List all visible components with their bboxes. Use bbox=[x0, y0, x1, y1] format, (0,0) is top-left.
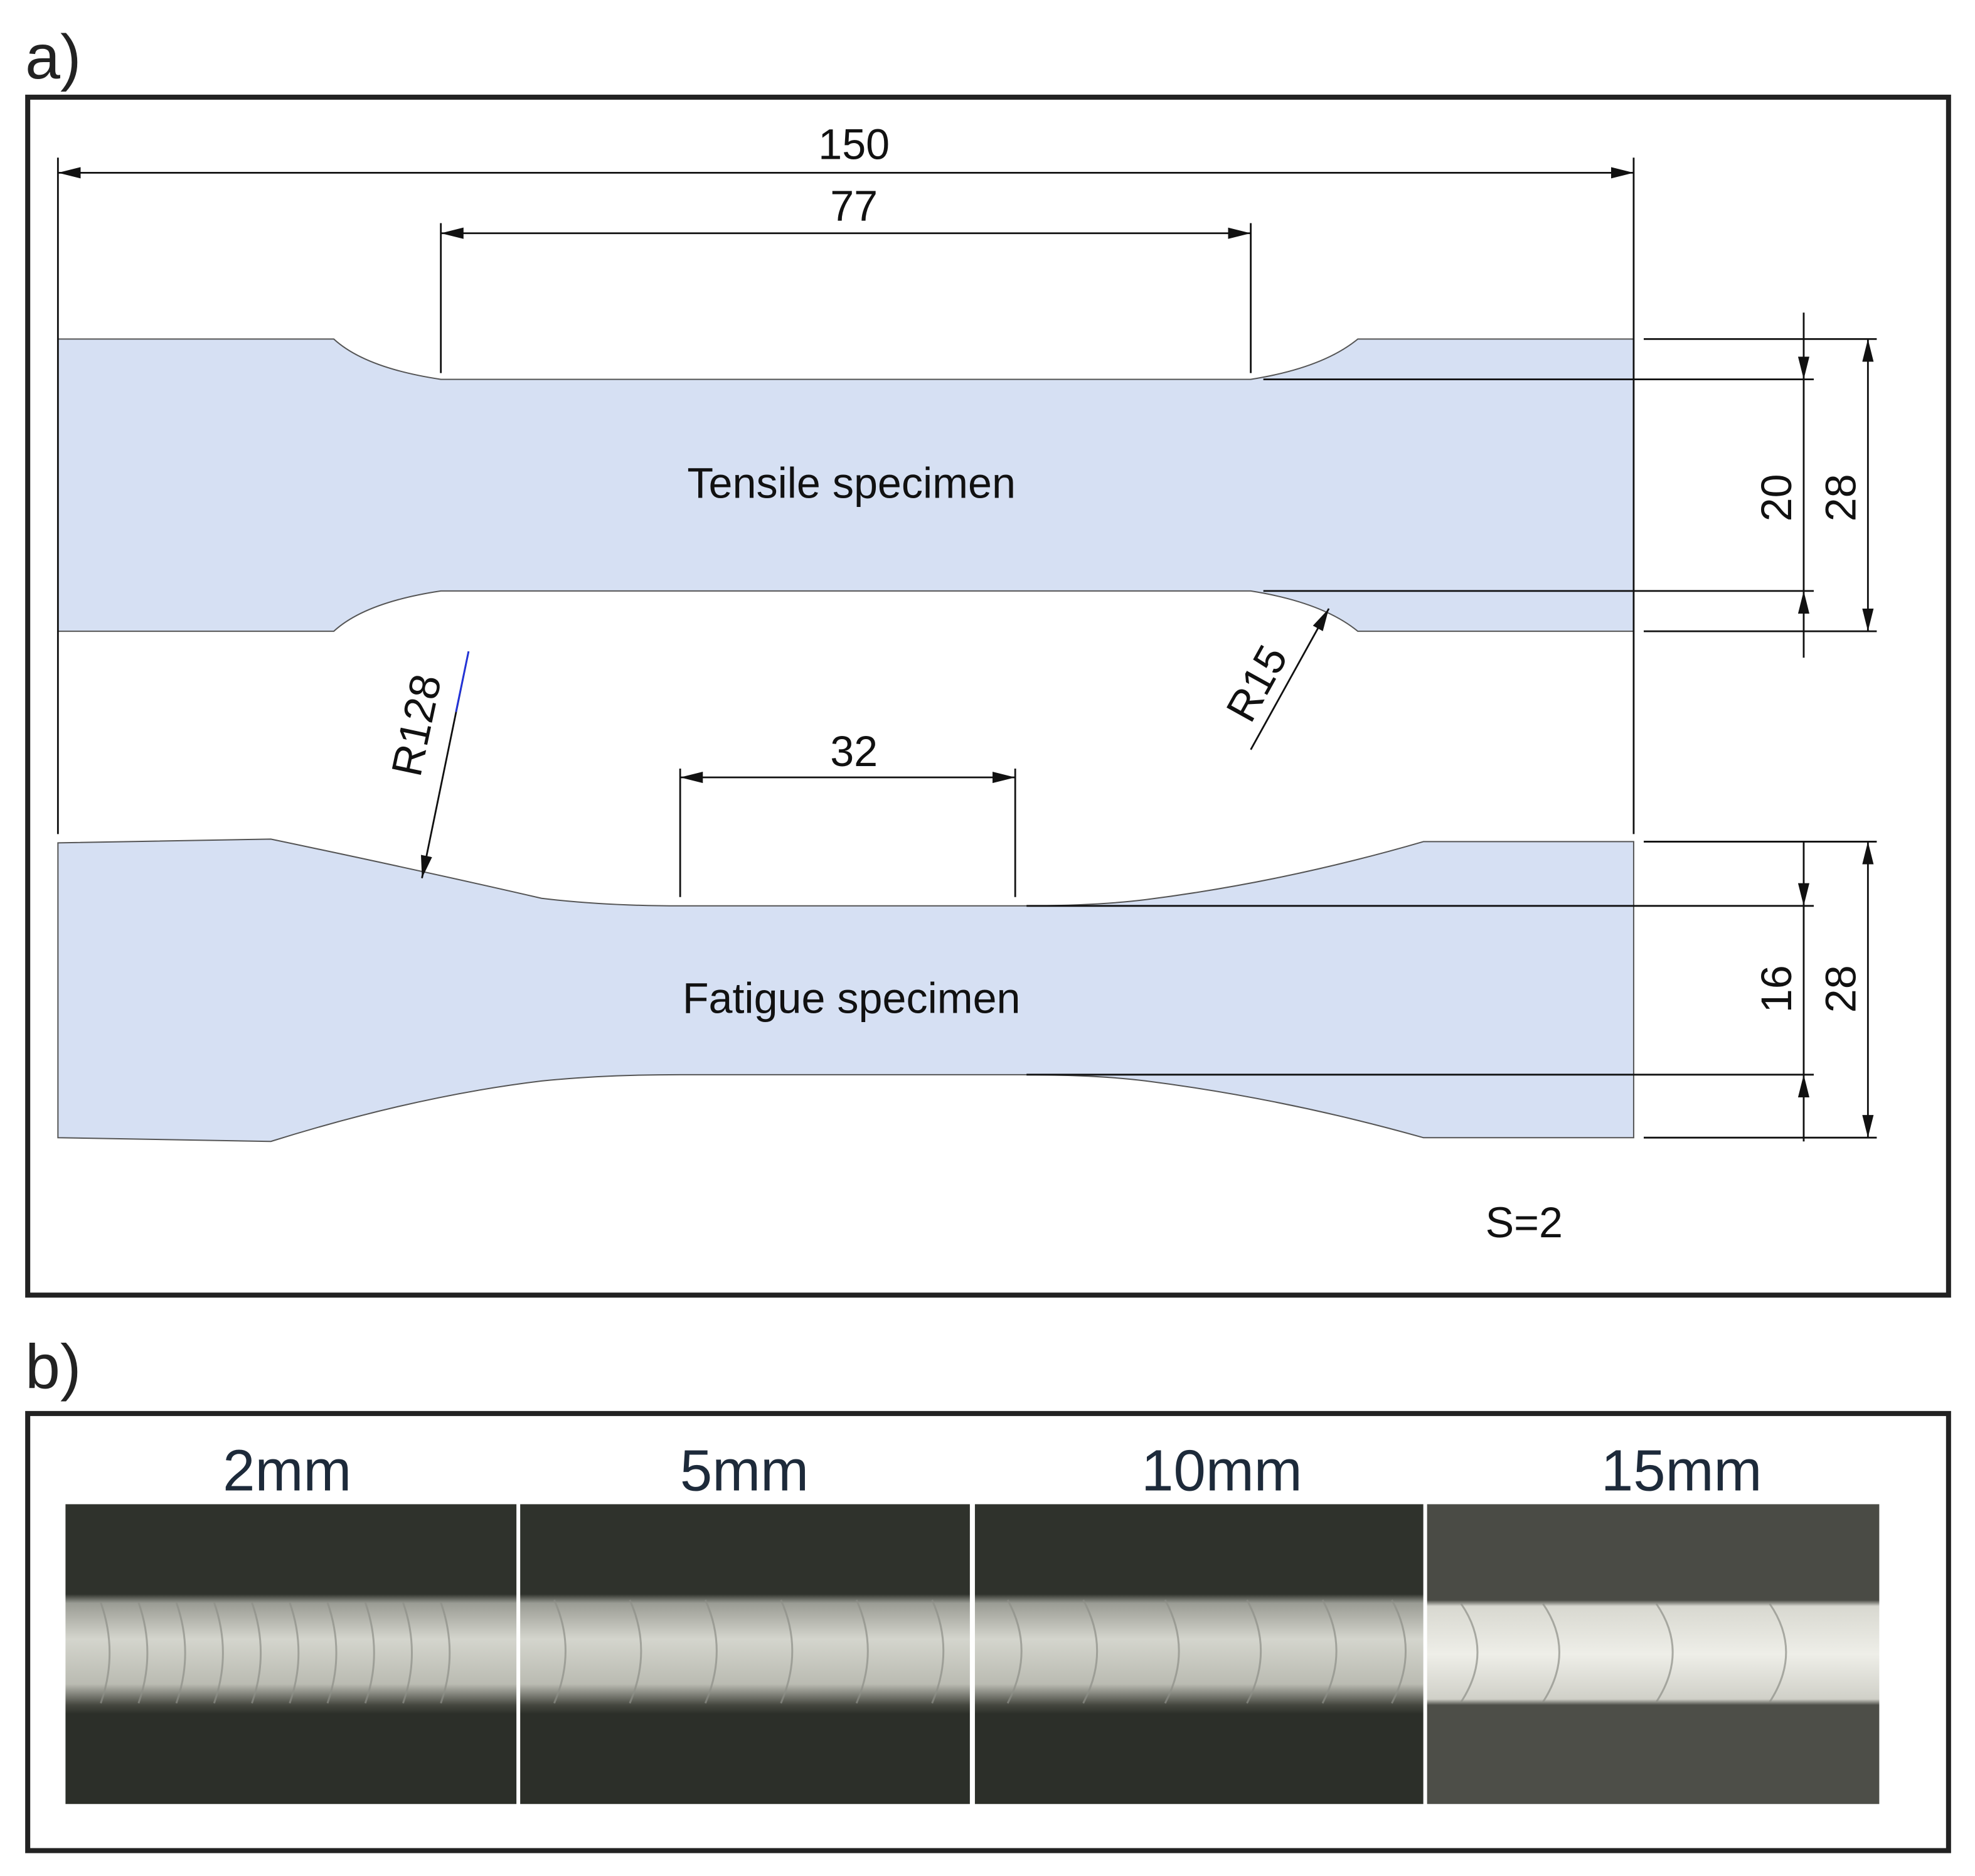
shape bbox=[1460, 1603, 1787, 1703]
photo-label: 10mm bbox=[1141, 1437, 1302, 1503]
shape bbox=[100, 1602, 451, 1704]
dimension-label: 16 bbox=[1753, 965, 1801, 1013]
specimen-label: Fatigue specimen bbox=[683, 974, 1021, 1022]
dimension-label: R15 bbox=[1217, 637, 1297, 729]
photo bbox=[65, 1504, 517, 1804]
photo-label: 15mm bbox=[1601, 1437, 1762, 1503]
dimension-label: R128 bbox=[383, 670, 450, 780]
leader-highlight bbox=[455, 651, 470, 712]
shape bbox=[1006, 1599, 1407, 1704]
photos bbox=[65, 1504, 1880, 1804]
dimension-line bbox=[1250, 608, 1330, 750]
shape bbox=[553, 1599, 945, 1704]
fatigue-specimen bbox=[57, 838, 1634, 1143]
dimension-label: 150 bbox=[818, 120, 890, 168]
photo-label: 2mm bbox=[223, 1437, 351, 1503]
photo bbox=[974, 1504, 1424, 1804]
photo-label: 5mm bbox=[680, 1437, 809, 1503]
panel-frame bbox=[25, 1410, 1951, 1853]
panel-label: a) bbox=[25, 22, 81, 92]
weld-ripples bbox=[100, 1599, 1787, 1704]
dimension-lines bbox=[56, 157, 1877, 1142]
photo bbox=[1427, 1504, 1880, 1804]
specimen-label: Tensile specimen bbox=[687, 459, 1016, 507]
photo bbox=[520, 1504, 970, 1804]
dimension-label: 77 bbox=[830, 183, 878, 230]
panel-frame bbox=[25, 94, 1951, 1298]
dimension-label: 28 bbox=[1817, 965, 1865, 1013]
dimension-label: 32 bbox=[830, 728, 878, 775]
panel-label: b) bbox=[25, 1332, 81, 1402]
dimension-label: 28 bbox=[1817, 474, 1865, 521]
scale-label: S=2 bbox=[1486, 1199, 1563, 1247]
dimension-label: 20 bbox=[1753, 474, 1801, 521]
